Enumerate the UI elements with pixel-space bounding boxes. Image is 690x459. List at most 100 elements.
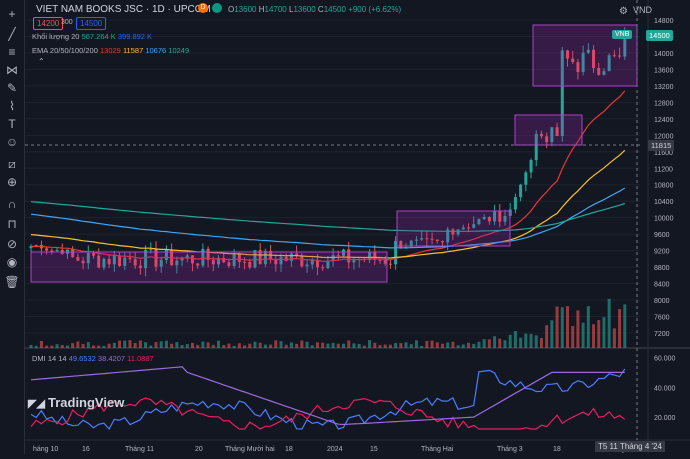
volume-legend[interactable]: Khối lượng 20 567.264 K 399.892 K xyxy=(32,32,153,41)
candle-body xyxy=(409,240,413,247)
candle-body xyxy=(206,248,210,260)
price-axis-label: 12000 xyxy=(654,133,674,140)
emoji-icon[interactable]: ☺ xyxy=(5,135,19,149)
volume-bar xyxy=(102,345,106,348)
candle-body xyxy=(305,264,309,267)
volume-bar xyxy=(222,345,226,348)
price-axis-label: 10800 xyxy=(654,183,674,190)
candle-body xyxy=(279,256,283,265)
dmi-axis-label: 40.000 xyxy=(654,385,676,392)
volume-bar xyxy=(50,345,54,348)
brush-icon[interactable]: ✎ xyxy=(6,81,18,95)
last-price-tag: 14500 xyxy=(646,30,673,41)
crosshair-date: T5 11 Tháng 4 '24 xyxy=(595,441,665,452)
volume-bar xyxy=(425,340,429,348)
ticker-tag: VNB xyxy=(612,30,633,39)
volume-bar xyxy=(503,340,507,348)
volume-bar xyxy=(508,334,512,348)
collapse-legend-icon[interactable]: ⌃ xyxy=(38,57,45,66)
hide-icon[interactable]: ⊘ xyxy=(6,237,18,251)
time-axis-label: 18 xyxy=(285,446,293,453)
candle-body xyxy=(388,263,392,265)
volume-bar xyxy=(123,340,127,348)
candle-body xyxy=(472,224,476,228)
brush2-icon[interactable]: ⌇ xyxy=(9,99,15,113)
candle-body xyxy=(399,241,403,249)
volume-bar xyxy=(76,341,80,348)
volume-bar xyxy=(487,339,491,348)
candle-body xyxy=(300,255,304,267)
volume-bar xyxy=(482,339,486,348)
eye-icon[interactable]: ◉ xyxy=(6,255,18,269)
fib-icon[interactable]: ≡ xyxy=(8,45,16,59)
zoom-icon[interactable]: ⊕ xyxy=(6,175,18,189)
candle-body xyxy=(274,259,278,265)
price-axis-label: 8000 xyxy=(654,298,670,305)
candle-body xyxy=(555,127,559,137)
price-chart[interactable]: 1480014400140001360013200128001240012000… xyxy=(25,0,690,454)
volume-bar xyxy=(128,340,132,348)
candle-body xyxy=(190,255,194,264)
adx-line xyxy=(30,366,625,426)
candle-body xyxy=(123,257,127,266)
volume-bar xyxy=(300,340,304,348)
dmi-legend[interactable]: DMI 14 14 49.6532 38.4207 11.0887 xyxy=(32,354,154,363)
symbol-title[interactable]: VIET NAM BOOKS JSC · 1D · UPCOM xyxy=(36,4,211,15)
candle-body xyxy=(81,260,85,264)
candle-body xyxy=(467,227,471,229)
volume-bar xyxy=(118,340,122,348)
currency-label[interactable]: VND xyxy=(633,5,653,15)
volume-bar xyxy=(133,343,137,348)
volume-bar xyxy=(305,341,309,348)
volume-bar xyxy=(107,343,111,348)
crosshair-price: 11815 xyxy=(648,140,675,151)
ruler-icon[interactable]: ⧄ xyxy=(8,157,16,171)
candle-body xyxy=(524,172,528,185)
candle-body xyxy=(534,133,538,161)
price-axis-label: 14800 xyxy=(654,18,674,25)
volume-bar xyxy=(440,343,444,348)
text-icon[interactable]: T xyxy=(8,117,16,131)
trash-icon[interactable]: 🗑 xyxy=(4,275,20,289)
candle-body xyxy=(175,260,179,266)
volume-bar xyxy=(513,331,517,348)
candle-body xyxy=(227,262,231,267)
volume-bar xyxy=(524,333,528,348)
candle-body xyxy=(164,249,168,261)
candle-body xyxy=(435,239,439,241)
candle-body xyxy=(284,256,288,261)
volume-bar xyxy=(211,344,215,348)
volume-bar xyxy=(144,342,148,348)
volume-bar xyxy=(612,328,616,348)
volume-bar xyxy=(581,322,585,348)
price-axis-label: 9600 xyxy=(654,232,670,239)
lock-icon[interactable]: ⊓ xyxy=(7,217,17,231)
price-axis-label: 13200 xyxy=(654,84,674,91)
candle-body xyxy=(487,217,491,222)
volume-bar xyxy=(586,306,590,348)
candle-body xyxy=(315,259,319,268)
trendline-icon[interactable]: ╱ xyxy=(8,27,16,41)
pattern-icon[interactable]: ⋈ xyxy=(6,63,18,77)
scroll-right-icon[interactable]: ⚙ xyxy=(619,6,628,17)
candle-body xyxy=(133,259,137,266)
candle-body xyxy=(529,160,533,173)
candle-body xyxy=(446,229,450,243)
ask-price[interactable]: 14500 xyxy=(76,17,107,30)
candle-body xyxy=(237,253,241,262)
candle-body xyxy=(45,248,49,251)
volume-bar xyxy=(34,345,38,348)
chart-area[interactable]: 1480014400140001360013200128001240012000… xyxy=(25,0,690,454)
volume-bar xyxy=(602,317,606,348)
candle-body xyxy=(118,255,122,266)
volume-bar xyxy=(310,345,314,348)
crosshair-icon[interactable]: + xyxy=(8,7,16,21)
magnet-icon[interactable]: ∩ xyxy=(7,197,17,211)
volume-bar xyxy=(336,343,340,348)
ema-legend[interactable]: EMA 20/50/100/200 13029 11587 10676 1024… xyxy=(32,46,190,55)
candle-body xyxy=(29,246,33,249)
volume-bar xyxy=(607,298,611,348)
bid-price[interactable]: 14200 xyxy=(33,17,64,30)
candle-body xyxy=(263,250,267,265)
volume-bar xyxy=(97,345,101,348)
